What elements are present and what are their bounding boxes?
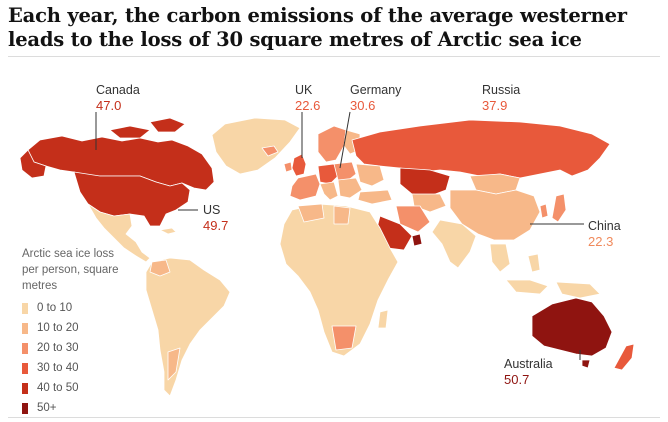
region-france-spain — [289, 173, 321, 201]
callout-us: US 49.7 — [203, 203, 228, 233]
legend-swatch — [22, 402, 28, 414]
region-uk — [291, 153, 307, 177]
region-kazakhstan — [399, 167, 451, 197]
callout-value: 37.9 — [482, 98, 508, 113]
legend-label: 30 to 40 — [37, 362, 79, 374]
region-greenland — [211, 117, 301, 175]
legend-swatch — [22, 342, 28, 354]
region-japan — [551, 193, 567, 223]
legend-swatch — [22, 362, 28, 374]
region-iran — [395, 205, 431, 233]
region-scandinavia — [317, 125, 347, 163]
legend-label: 20 to 30 — [37, 342, 79, 354]
region-mexico — [87, 203, 151, 263]
callout-value: 47.0 — [96, 98, 122, 113]
callout-country: Australia — [504, 357, 553, 371]
page-title: Each year, the carbon emissions of the a… — [8, 4, 627, 51]
region-australia — [531, 297, 613, 357]
callout-canada: Canada 47.0 — [96, 83, 140, 113]
region-africa — [279, 203, 399, 357]
callout-value: 30.6 — [350, 98, 376, 113]
legend-item: 20 to 30 — [22, 340, 132, 356]
legend-swatch — [22, 382, 28, 394]
callout-country: Canada — [96, 83, 140, 97]
callout-country: US — [203, 203, 221, 217]
region-alaska — [19, 149, 47, 179]
legend-item: 0 to 10 — [22, 300, 132, 316]
divider — [8, 417, 660, 418]
region-new-zealand — [613, 343, 635, 371]
callout-germany: Germany 30.6 — [350, 83, 401, 113]
legend-label: 40 to 50 — [37, 382, 79, 394]
callout-country: UK — [295, 83, 313, 97]
legend-label: 50+ — [37, 402, 57, 414]
legend-swatch — [22, 322, 28, 334]
region-iceland — [261, 145, 279, 157]
callout-value: 22.3 — [588, 234, 614, 249]
callout-country: China — [588, 219, 621, 233]
callout-value: 49.7 — [203, 218, 229, 233]
legend-item: 10 to 20 — [22, 320, 132, 336]
callout-china: China 22.3 — [588, 219, 621, 249]
region-india — [431, 219, 477, 269]
legend-label: 0 to 10 — [37, 302, 73, 314]
map-legend: Arctic sea ice loss per person, square m… — [22, 246, 132, 420]
callout-country: Russia — [482, 83, 521, 97]
legend-title: Arctic sea ice loss per person, square m… — [22, 248, 119, 292]
legend-item: 50+ — [22, 400, 132, 416]
legend-item: 40 to 50 — [22, 380, 132, 396]
callout-country: Germany — [350, 83, 402, 97]
callout-value: 22.6 — [295, 98, 321, 113]
divider — [8, 56, 660, 57]
legend-swatch — [22, 302, 28, 314]
callout-value: 50.7 — [504, 372, 530, 387]
region-south-america — [145, 257, 231, 397]
callout-australia: Australia 50.7 — [504, 357, 553, 387]
region-germany — [317, 163, 339, 185]
region-russia — [351, 119, 611, 179]
callout-uk: UK 22.6 — [295, 83, 320, 113]
legend-item: 30 to 40 — [22, 360, 132, 376]
callout-russia: Russia 37.9 — [482, 83, 520, 113]
legend-label: 10 to 20 — [37, 322, 79, 334]
